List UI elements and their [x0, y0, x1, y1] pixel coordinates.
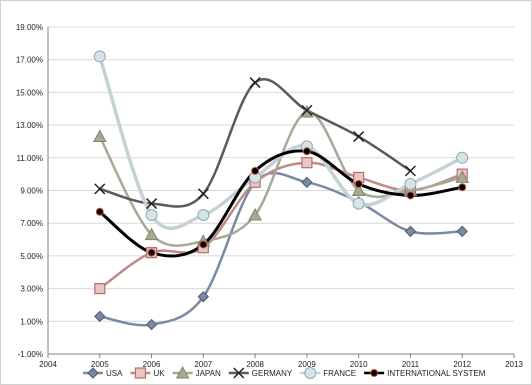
x-tick-label: 2012 [453, 360, 471, 369]
legend-swatch-marker [370, 369, 379, 377]
x-tick-label: 2007 [194, 360, 212, 369]
data-point-germany [146, 198, 158, 210]
y-tick-label: 13.00% [16, 121, 43, 130]
x-tick-label: 2010 [350, 360, 368, 369]
data-point-usa [404, 225, 417, 238]
data-point-france [352, 197, 365, 210]
x-tick-label: 2005 [91, 360, 109, 369]
data-point-france [456, 151, 469, 164]
data-point-germany [353, 131, 365, 143]
x-tick-label: 2009 [298, 360, 316, 369]
x-tick-label: 2006 [143, 360, 161, 369]
legend-label: USA [106, 369, 123, 378]
legend-label: INTERNATIONAL SYSTEM [387, 369, 486, 378]
data-point-germany [249, 77, 261, 89]
series-line-uk [98, 161, 464, 290]
data-point-international-system [147, 248, 156, 257]
data-point-france [93, 50, 106, 63]
legend-label: UK [153, 369, 165, 378]
data-point-germany [197, 188, 209, 200]
legend-label: FRANCE [323, 369, 356, 378]
legend-label: JAPAN [196, 369, 221, 378]
data-point-usa [94, 310, 106, 323]
data-point-international-system [354, 179, 363, 188]
y-tick-label: 17.00% [16, 56, 43, 65]
data-point-france [145, 209, 158, 222]
legend-item-uk: UK [130, 367, 165, 379]
data-point-japan [455, 170, 470, 183]
y-tick-label: 5.00% [20, 252, 43, 261]
axis-layer: -1.00% 1.00% 3.00% 5.00% 7.00% 9.00% 11.00% 13.… [16, 23, 524, 369]
y-tick-label: 3.00% [20, 285, 43, 294]
data-point-international-system [302, 147, 311, 156]
legend-swatch-marker [233, 367, 245, 379]
legend-swatch-marker [175, 365, 190, 379]
legend-item-france: FRANCE [300, 367, 356, 379]
data-point-international-system [95, 207, 104, 216]
legend-item-japan: JAPAN [172, 365, 221, 379]
data-point-international-system [251, 166, 260, 175]
x-tick-label: 2008 [246, 360, 264, 369]
data-point-uk [94, 283, 106, 295]
data-point-germany [94, 183, 106, 195]
data-point-germany [301, 104, 313, 116]
data-point-japan [144, 227, 159, 241]
marker-layer [92, 50, 470, 331]
legend-label: GERMANY [252, 369, 293, 378]
x-tick-label: 2013 [505, 360, 523, 369]
legend-item-international-system: INTERNATIONAL SYSTEM [364, 369, 486, 378]
legend-swatch-marker [134, 367, 147, 379]
legend-item-germany: GERMANY [228, 367, 293, 379]
data-point-uk [301, 157, 313, 169]
data-point-usa [456, 225, 468, 238]
data-point-france [197, 209, 210, 222]
data-point-france [404, 177, 417, 190]
data-point-japan [248, 207, 262, 221]
y-tick-label: 1.00% [20, 317, 43, 326]
x-tick-label: 2011 [402, 360, 420, 369]
data-point-usa [301, 176, 313, 189]
y-tick-label: 11.00% [16, 154, 43, 163]
y-tick-label: 15.00% [16, 88, 43, 97]
data-point-international-system [406, 191, 415, 200]
data-point-japan [351, 183, 366, 196]
legend-swatch-marker [87, 367, 99, 379]
legend-swatch-marker [304, 367, 317, 379]
y-tick-label: 9.00% [20, 187, 43, 196]
legend-item-usa: USA [83, 367, 123, 379]
data-point-usa [145, 318, 158, 331]
x-tick-label: 2004 [39, 360, 57, 369]
data-point-international-system [458, 183, 467, 192]
data-point-japan [92, 129, 107, 143]
y-tick-label: -1.00% [18, 350, 43, 359]
y-tick-label: 19.00% [16, 23, 43, 32]
data-point-international-system [199, 240, 208, 249]
y-tick-label: 7.00% [20, 219, 43, 228]
data-point-germany [404, 165, 416, 177]
legend: USA UK JAPAN GERMANY FRANCE INTERNATIONAL SYS… [83, 365, 486, 379]
data-point-usa [197, 291, 210, 303]
